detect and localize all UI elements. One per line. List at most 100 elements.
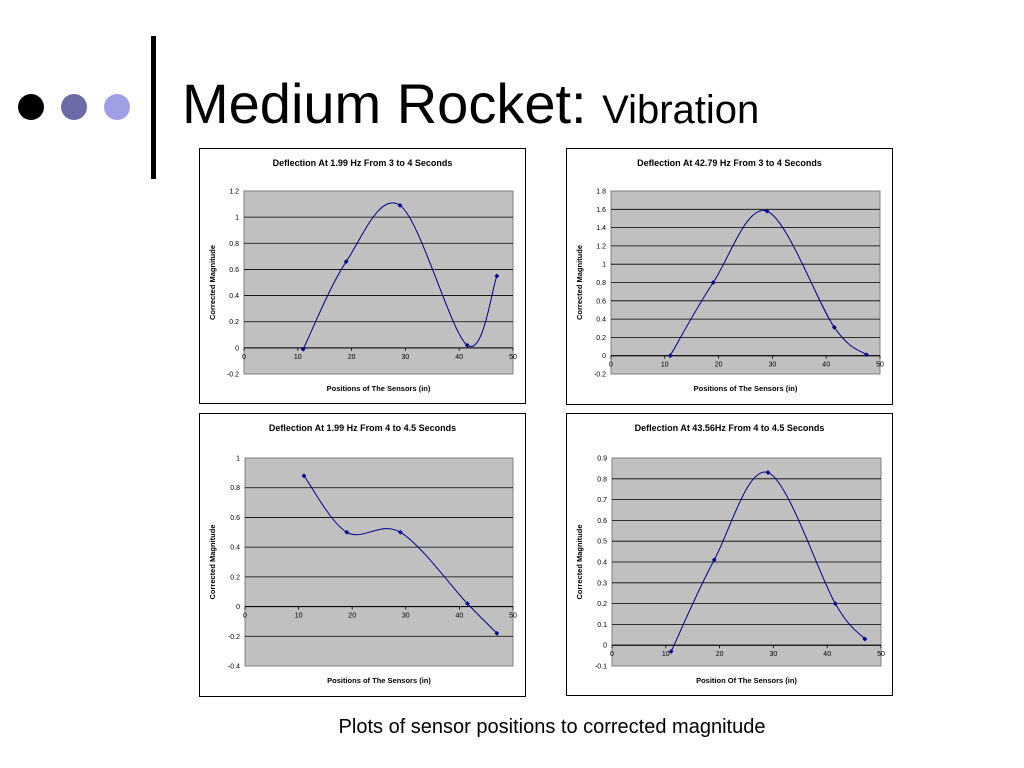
y-tick-label: -0.2	[594, 372, 606, 379]
y-tick-label: 1	[602, 262, 606, 269]
bullet-dot-slate	[61, 94, 87, 120]
x-tick-label: 20	[348, 354, 356, 361]
plot-area	[243, 190, 514, 375]
y-tick-label: -0.2	[227, 372, 239, 379]
data-point-marker	[862, 636, 868, 642]
slide-title-main: Medium Rocket:	[182, 72, 587, 135]
chart-4: Deflection At 43.56Hz From 4 to 4.5 Seco…	[575, 423, 885, 685]
x-tick-label: 0	[242, 354, 246, 361]
y-tick-label: 0.2	[597, 601, 607, 608]
x-tick-label: 10	[295, 613, 303, 620]
y-tick-label: 0	[235, 345, 239, 352]
slide-title-sub: Vibration	[602, 88, 760, 132]
data-point-marker	[344, 529, 350, 535]
slide-caption: Plots of sensor positions to corrected m…	[338, 716, 766, 738]
x-tick-label: 0	[610, 651, 614, 658]
data-point-marker	[301, 473, 307, 479]
chart-panel-2: Deflection At 42.79 Hz From 3 to 4 Secon…	[566, 148, 893, 405]
y-tick-label: 0.4	[597, 560, 607, 567]
y-tick-label: 1.6	[596, 207, 606, 214]
data-point-marker	[398, 529, 403, 535]
data-point-marker	[343, 259, 349, 264]
data-point-marker	[465, 601, 470, 606]
chart-1: Deflection At 1.99 Hz From 3 to 4 Second…	[208, 158, 517, 393]
y-tick-label: 0.2	[229, 319, 239, 326]
y-tick-label: 0.2	[230, 574, 240, 581]
x-axis-label: Positions of The Sensors (in)	[327, 384, 431, 393]
x-tick-label: 30	[402, 613, 410, 620]
data-point-marker	[832, 601, 838, 606]
y-axis-label: Corrected Magnitude	[208, 245, 217, 320]
data-point-marker	[711, 557, 717, 563]
y-axis-label: Corrected Magnitude	[575, 524, 584, 599]
y-tick-label: -0.4	[228, 664, 240, 671]
y-tick-label: 0.7	[597, 497, 607, 504]
chart-title: Deflection At 42.79 Hz From 3 to 4 Secon…	[637, 158, 822, 168]
x-axis-label: Positions of The Sensors (in)	[694, 384, 798, 393]
data-point-marker	[397, 202, 403, 208]
y-tick-label: -0.2	[228, 634, 240, 641]
y-tick-label: 0.6	[597, 518, 607, 525]
title-divider-bar	[151, 36, 156, 179]
y-tick-label: 1	[235, 215, 239, 222]
y-tick-label: 0	[603, 643, 607, 650]
chart-panel-3: Deflection At 1.99 Hz From 4 to 4.5 Seco…	[199, 413, 526, 697]
x-tick-label: 40	[456, 613, 464, 620]
x-tick-label: 30	[769, 362, 777, 369]
y-axis-label: Corrected Magnitude	[208, 524, 217, 599]
y-tick-label: 0	[236, 604, 240, 611]
y-tick-label: 1	[236, 456, 240, 463]
x-tick-label: 40	[822, 362, 830, 369]
x-axis-label: Position Of The Sensors (in)	[696, 676, 797, 685]
data-point-marker	[464, 342, 470, 348]
x-tick-label: 20	[715, 362, 723, 369]
y-tick-label: 0.1	[597, 622, 607, 629]
bullet-dot-black	[18, 94, 44, 120]
y-tick-label: 0.8	[596, 280, 606, 287]
y-tick-label: 0.9	[597, 456, 607, 463]
y-tick-label: 0.5	[597, 539, 607, 546]
x-tick-label: 30	[770, 651, 778, 658]
y-tick-label: 0.2	[596, 335, 606, 342]
data-point-marker	[667, 353, 673, 359]
x-tick-label: 20	[348, 613, 356, 620]
x-tick-label: 30	[402, 354, 410, 361]
x-tick-label: 50	[509, 354, 517, 361]
x-tick-label: 50	[509, 613, 517, 620]
data-point-marker	[668, 649, 674, 654]
chart-panel-4: Deflection At 43.56Hz From 4 to 4.5 Seco…	[566, 413, 893, 696]
y-tick-label: 0.6	[229, 267, 239, 274]
data-point-marker	[300, 346, 306, 352]
x-axis-label: Positions of The Sensors (in)	[327, 676, 431, 685]
slide-title: Medium Rocket: Vibration	[182, 76, 759, 132]
y-axis-label: Corrected Magnitude	[575, 245, 584, 320]
chart-2: Deflection At 42.79 Hz From 3 to 4 Secon…	[575, 158, 884, 393]
y-tick-label: 0.4	[230, 545, 240, 552]
x-tick-label: 10	[661, 362, 669, 369]
chart-3: Deflection At 1.99 Hz From 4 to 4.5 Seco…	[208, 423, 517, 685]
y-tick-label: 1.2	[229, 189, 239, 196]
x-tick-label: 20	[716, 651, 724, 658]
x-tick-label: 40	[823, 651, 831, 658]
y-tick-label: 0.6	[230, 515, 240, 522]
chart-title: Deflection At 1.99 Hz From 4 to 4.5 Seco…	[269, 423, 456, 433]
y-tick-label: -0.1	[595, 664, 607, 671]
y-tick-label: 0.8	[230, 485, 240, 492]
x-tick-label: 10	[294, 354, 302, 361]
data-point-marker	[831, 324, 837, 330]
x-tick-label: 50	[876, 362, 884, 369]
plot-area	[244, 457, 514, 667]
bullet-dot-lavender	[104, 94, 130, 120]
y-tick-label: 0.8	[229, 241, 239, 248]
data-point-marker	[765, 470, 771, 475]
data-point-marker	[764, 208, 770, 214]
x-tick-label: 40	[455, 354, 463, 361]
y-tick-label: 1.4	[596, 225, 606, 232]
y-tick-label: 0.4	[596, 317, 606, 324]
y-tick-label: 1.8	[596, 189, 606, 196]
x-tick-label: 0	[609, 362, 613, 369]
y-tick-label: 0.4	[229, 293, 239, 300]
y-tick-label: 0.8	[597, 476, 607, 483]
y-tick-label: 0.3	[597, 580, 607, 587]
data-point-marker	[864, 352, 869, 358]
